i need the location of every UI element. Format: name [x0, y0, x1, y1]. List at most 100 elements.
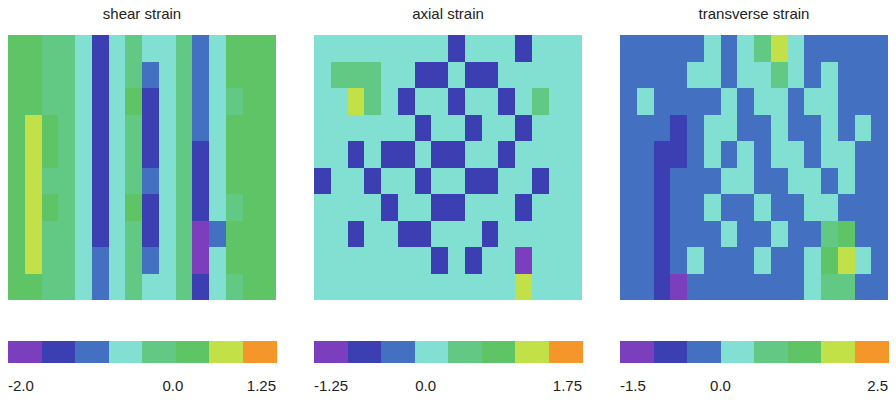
cell [532, 221, 549, 248]
cell [331, 168, 348, 195]
cell [871, 35, 888, 62]
cell [125, 168, 142, 195]
cell [364, 88, 381, 115]
cell [431, 62, 448, 89]
cell [871, 62, 888, 89]
cell [788, 35, 805, 62]
cell [125, 88, 142, 115]
cell [448, 247, 465, 274]
cell [788, 88, 805, 115]
cell [637, 35, 654, 62]
cell [259, 247, 276, 274]
cell [670, 141, 687, 168]
cell [754, 221, 771, 248]
colorbar-swatch [415, 341, 449, 363]
cell [620, 247, 637, 274]
cell [637, 221, 654, 248]
cell [75, 62, 92, 89]
colorbar-swatch [381, 341, 415, 363]
cell [721, 115, 738, 142]
colorbar-label: 1.25 [247, 377, 276, 394]
cell [159, 194, 176, 221]
cell [620, 62, 637, 89]
cell [125, 274, 142, 301]
cell [415, 168, 432, 195]
cell [838, 221, 855, 248]
colorbar-swatch [482, 341, 516, 363]
cell [804, 62, 821, 89]
cell [25, 141, 42, 168]
cell [465, 168, 482, 195]
cell [348, 88, 365, 115]
cell [737, 194, 754, 221]
cell [465, 247, 482, 274]
cell [515, 62, 532, 89]
cell [58, 221, 75, 248]
cell [855, 35, 872, 62]
cell [804, 141, 821, 168]
cell [482, 115, 499, 142]
cell [670, 62, 687, 89]
cell [771, 168, 788, 195]
cell [431, 168, 448, 195]
cell [314, 194, 331, 221]
cell [243, 141, 260, 168]
colorbar-swatch [855, 341, 889, 363]
colorbar-swatch [42, 341, 76, 363]
cell [243, 194, 260, 221]
cell [804, 221, 821, 248]
cell [431, 274, 448, 301]
colorbar-swatch [176, 341, 210, 363]
cell [25, 194, 42, 221]
cell [565, 115, 582, 142]
cell [771, 62, 788, 89]
colorbar-label: -1.5 [620, 377, 646, 394]
cell [771, 141, 788, 168]
cell [398, 247, 415, 274]
cell [58, 115, 75, 142]
cell [125, 62, 142, 89]
cell [431, 88, 448, 115]
cell [737, 62, 754, 89]
cell [243, 115, 260, 142]
cell [431, 141, 448, 168]
cell [549, 141, 566, 168]
cell [42, 221, 59, 248]
cell [415, 88, 432, 115]
cell [565, 88, 582, 115]
cell [381, 35, 398, 62]
cell [192, 247, 209, 274]
cell [465, 194, 482, 221]
cell [209, 35, 226, 62]
cell [25, 88, 42, 115]
cell [515, 141, 532, 168]
cell [721, 141, 738, 168]
cell [58, 194, 75, 221]
cell [737, 221, 754, 248]
cell [549, 62, 566, 89]
cell [259, 115, 276, 142]
cell [721, 274, 738, 301]
cell [176, 35, 193, 62]
cell [737, 247, 754, 274]
cell [704, 115, 721, 142]
cell [331, 141, 348, 168]
cell [192, 141, 209, 168]
cell [637, 62, 654, 89]
cell [515, 88, 532, 115]
cell [314, 247, 331, 274]
cell [314, 62, 331, 89]
cell [754, 194, 771, 221]
cell [58, 274, 75, 301]
cell [75, 168, 92, 195]
cell [788, 247, 805, 274]
cell [821, 274, 838, 301]
cell [565, 247, 582, 274]
cell [159, 221, 176, 248]
cell [754, 168, 771, 195]
cell [549, 221, 566, 248]
cell [754, 247, 771, 274]
cell [855, 141, 872, 168]
cell [348, 62, 365, 89]
cell [498, 168, 515, 195]
